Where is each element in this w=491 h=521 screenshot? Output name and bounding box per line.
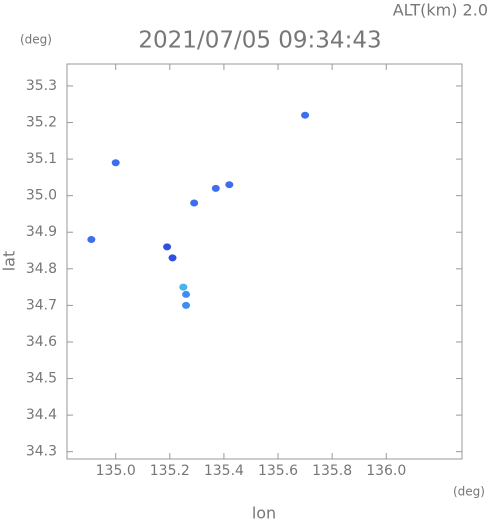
y-tick-label: 35.2 [26, 115, 57, 131]
x-tick-label: 136.0 [366, 463, 406, 479]
y-axis-label: lat [0, 251, 19, 272]
x-axis-label: lon [252, 504, 276, 521]
y-tick-label: 34.9 [26, 224, 57, 240]
x-tick-label: 135.6 [258, 463, 298, 479]
y-tick-label: 34.7 [26, 297, 57, 313]
x-tick-label: 135.0 [96, 463, 136, 479]
echo [179, 283, 188, 291]
y-tick-label: 34.5 [26, 371, 57, 387]
y-tick-label: 35.1 [26, 151, 57, 167]
x-tick-label: 135.2 [150, 463, 190, 479]
echo [225, 181, 234, 189]
echo [182, 301, 191, 309]
echo [87, 236, 96, 244]
echo [190, 199, 199, 207]
y-tick-label: 34.8 [26, 261, 57, 277]
y-tick-label: 34.6 [26, 334, 57, 350]
echo [211, 184, 220, 192]
x-tick-label: 135.8 [312, 463, 352, 479]
y-tick-label: 35.3 [26, 78, 57, 94]
echo [301, 111, 310, 119]
echo [168, 254, 177, 262]
echo [163, 243, 172, 251]
x-unit: (deg) [453, 485, 485, 499]
y-unit: (deg) [20, 33, 52, 47]
plot-frame [66, 63, 463, 460]
x-tick-label: 135.4 [204, 463, 244, 479]
chart-title: 2021/07/05 09:34:43 [138, 28, 381, 54]
altitude: ALT(km) 2.0 [393, 1, 488, 20]
echo [111, 159, 120, 167]
y-tick-label: 34.3 [26, 444, 57, 460]
y-tick-label: 34.4 [26, 407, 57, 423]
echo [182, 290, 191, 298]
y-tick-label: 35.0 [26, 188, 57, 204]
